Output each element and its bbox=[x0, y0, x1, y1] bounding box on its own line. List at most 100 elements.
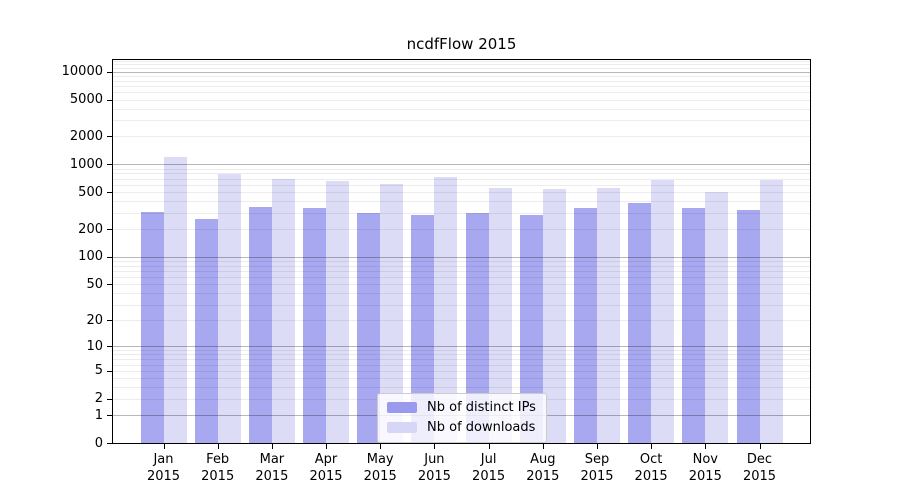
x-tick-label: Feb 2015 bbox=[201, 452, 235, 484]
chart-title: ncdfFlow 2015 bbox=[406, 35, 517, 53]
x-tick-mark bbox=[705, 444, 707, 449]
gridline-major bbox=[113, 71, 810, 73]
gridline-minor bbox=[113, 261, 810, 263]
gridline-major bbox=[113, 256, 810, 258]
bar-distinct-ips-aug bbox=[519, 214, 543, 443]
bar-downloads-jul bbox=[488, 188, 512, 443]
y-tick-label: 2 bbox=[94, 391, 103, 407]
gridline-minor bbox=[113, 60, 810, 62]
y-tick-mark bbox=[107, 398, 112, 400]
x-tick-label: Jul 2015 bbox=[472, 452, 506, 484]
bar-downloads-oct bbox=[651, 179, 675, 443]
x-tick-label: Jan 2015 bbox=[146, 452, 181, 484]
gridline-minor bbox=[113, 271, 810, 273]
gridline-minor bbox=[113, 277, 810, 279]
x-tick-mark bbox=[542, 444, 544, 449]
gridline-minor bbox=[113, 192, 810, 194]
gridline-major bbox=[113, 164, 810, 166]
bar-distinct-ips-apr bbox=[303, 208, 326, 443]
gridline-minor bbox=[113, 364, 810, 366]
bar-downloads-aug bbox=[542, 189, 566, 443]
y-tick-label: 0 bbox=[94, 435, 103, 451]
gridline-minor bbox=[113, 168, 810, 170]
gridline-minor bbox=[113, 75, 810, 77]
gridline-minor bbox=[113, 85, 810, 87]
bar-distinct-ips-jun bbox=[411, 214, 435, 443]
legend-swatch-downloads bbox=[387, 422, 417, 433]
legend-label-downloads: Nb of downloads bbox=[427, 420, 536, 435]
gridline-minor bbox=[113, 350, 810, 352]
gridline-minor bbox=[113, 178, 810, 180]
y-tick-mark bbox=[107, 256, 112, 258]
legend: Nb of distinct IPs Nb of downloads bbox=[377, 393, 547, 443]
gridline-minor bbox=[113, 265, 810, 267]
gridline-minor bbox=[113, 67, 810, 69]
y-tick-label: 5000 bbox=[69, 92, 103, 107]
x-tick-label: Apr 2015 bbox=[309, 452, 343, 484]
y-tick-mark bbox=[107, 192, 112, 194]
y-tick-label: 10 bbox=[86, 338, 103, 354]
x-tick-mark bbox=[651, 444, 653, 449]
x-tick-label: Jun 2015 bbox=[417, 452, 451, 484]
bar-distinct-ips-jan bbox=[140, 212, 164, 443]
x-tick-mark bbox=[597, 444, 598, 449]
y-tick-label: 1000 bbox=[69, 156, 103, 172]
gridline-minor bbox=[113, 304, 810, 306]
x-tick-label: Sep 2015 bbox=[580, 452, 614, 484]
gridline-minor bbox=[113, 229, 810, 231]
x-tick-label: May 2015 bbox=[363, 452, 397, 484]
gridline-minor bbox=[113, 184, 810, 186]
gridline-minor bbox=[113, 92, 810, 94]
x-tick-mark bbox=[759, 444, 761, 449]
y-tick-mark bbox=[107, 370, 112, 372]
y-tick-mark bbox=[107, 284, 112, 286]
y-tick-mark bbox=[107, 229, 112, 231]
gridline-minor bbox=[113, 320, 810, 322]
bar-downloads-apr bbox=[326, 180, 349, 443]
y-tick-mark bbox=[107, 320, 112, 322]
bar-distinct-ips-jul bbox=[465, 212, 489, 443]
x-tick-mark bbox=[217, 444, 219, 449]
bar-downloads-may bbox=[380, 184, 404, 443]
bar-distinct-ips-mar bbox=[248, 206, 272, 443]
y-tick-mark bbox=[107, 346, 112, 348]
gridline-minor bbox=[113, 359, 810, 361]
gridline-minor bbox=[113, 370, 810, 372]
y-tick-label: 5 bbox=[94, 363, 103, 379]
y-tick-label: 500 bbox=[78, 184, 103, 200]
y-tick-label: 200 bbox=[78, 221, 103, 237]
y-tick-label: 20 bbox=[86, 312, 103, 328]
gridline-minor bbox=[113, 212, 810, 214]
y-tick-mark bbox=[107, 71, 112, 73]
y-tick-label: 1 bbox=[94, 407, 103, 423]
gridline-minor bbox=[113, 64, 810, 66]
y-tick-mark bbox=[107, 415, 112, 416]
x-tick-label: Aug 2015 bbox=[526, 452, 560, 484]
y-tick-mark bbox=[107, 99, 112, 101]
bar-downloads-jan bbox=[163, 157, 187, 443]
bar-distinct-ips-may bbox=[357, 212, 381, 443]
bar-downloads-dec bbox=[759, 179, 783, 443]
gridline-major bbox=[113, 346, 810, 348]
bar-distinct-ips-dec bbox=[736, 210, 760, 443]
bars-layer bbox=[113, 60, 810, 443]
bar-downloads-mar bbox=[271, 179, 295, 443]
legend-swatch-distinct-ips bbox=[387, 402, 417, 413]
x-tick-mark bbox=[434, 444, 436, 449]
grid-layer bbox=[113, 60, 810, 443]
bar-distinct-ips-nov bbox=[682, 208, 706, 443]
y-tick-label: 50 bbox=[86, 276, 103, 292]
legend-item-distinct-ips: Nb of distinct IPs bbox=[387, 399, 537, 416]
x-tick-mark bbox=[271, 444, 273, 449]
bar-distinct-ips-sep bbox=[574, 208, 597, 443]
gridline-minor bbox=[113, 108, 810, 110]
x-tick-mark bbox=[488, 444, 490, 449]
x-tick-mark bbox=[326, 444, 327, 449]
gridline-minor bbox=[113, 120, 810, 122]
y-tick-label: 10000 bbox=[61, 64, 103, 79]
x-tick-label: Mar 2015 bbox=[255, 452, 289, 484]
y-tick-mark bbox=[107, 136, 112, 138]
gridline-minor bbox=[113, 99, 810, 101]
x-tick-label: Dec 2015 bbox=[742, 452, 777, 484]
